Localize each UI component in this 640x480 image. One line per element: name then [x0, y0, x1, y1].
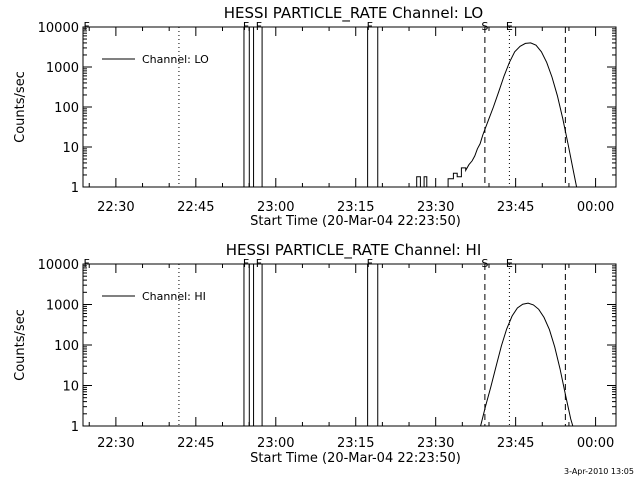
x-axis-label: Start Time (20-Mar-04 22:23:50)	[250, 451, 461, 466]
flag-marker-label: F	[367, 257, 373, 270]
flag-marker-label: F	[84, 257, 90, 270]
flag-box	[243, 26, 250, 188]
x-tick-label: 23:00	[257, 200, 294, 215]
flag-marker-label: E	[506, 20, 513, 33]
panel-hi: HESSI PARTICLE_RATE Channel: HI 1 10 100 100…	[13, 241, 617, 466]
flag-marker-label: F	[256, 20, 262, 33]
flag-marker-label: S	[481, 257, 488, 270]
y-tick-label: 10	[62, 380, 79, 395]
flag-marker-label: F	[256, 257, 262, 270]
x-tick-label: 23:15	[337, 200, 374, 215]
series-line	[416, 42, 578, 188]
x-axis-label: Start Time (20-Mar-04 22:23:50)	[250, 214, 461, 229]
y-axis-label: Counts/sec	[13, 309, 28, 381]
y-tick-label: 100	[54, 339, 79, 354]
x-tick-label: 22:45	[177, 436, 214, 451]
legend-label: Channel: LO	[142, 53, 209, 66]
chart-title: HESSI PARTICLE_RATE Channel: HI	[226, 241, 482, 260]
flag-box	[367, 263, 379, 427]
x-tick-label: 23:45	[497, 200, 534, 215]
y-tick-label: 1	[71, 181, 79, 196]
series-line	[480, 302, 574, 427]
plot-frame	[82, 26, 617, 188]
flag-box	[253, 26, 263, 188]
x-tick-label: 23:00	[257, 436, 294, 451]
flag-box	[243, 263, 250, 427]
y-tick-label: 10000	[38, 258, 79, 273]
flag-box	[253, 263, 263, 427]
legend-label: Channel: HI	[142, 290, 206, 303]
x-tick-label: 22:30	[97, 200, 134, 215]
y-tick-label: 10	[62, 141, 79, 156]
x-tick-label: 00:00	[577, 436, 614, 451]
footer-date: 3-Apr-2010 13:05	[564, 467, 634, 476]
flag-marker-label: F	[367, 20, 373, 33]
flag-box	[367, 26, 379, 188]
flag-marker-label: F	[243, 257, 249, 270]
x-tick-label: 23:30	[417, 200, 454, 215]
flag-marker-label: S	[481, 20, 488, 33]
plot-frame	[82, 263, 617, 427]
flag-marker-label: F	[243, 20, 249, 33]
y-tick-label: 1000	[46, 299, 79, 314]
x-tick-label: 22:30	[97, 436, 134, 451]
x-tick-label: 23:15	[337, 436, 374, 451]
y-tick-label: 100	[54, 101, 79, 116]
x-tick-label: 23:30	[417, 436, 454, 451]
x-tick-label: 23:45	[497, 436, 534, 451]
y-tick-label: 10000	[38, 21, 79, 36]
y-tick-label: 1000	[46, 61, 79, 76]
flag-marker-label: F	[84, 20, 90, 33]
flag-marker-label: E	[506, 257, 513, 270]
x-tick-label: 22:45	[177, 200, 214, 215]
chart-title: HESSI PARTICLE_RATE Channel: LO	[224, 4, 483, 23]
panel-lo: HESSI PARTICLE_RATE Channel: LO 1 10 100 100…	[13, 4, 617, 229]
y-axis-label: Counts/sec	[13, 71, 28, 143]
y-tick-label: 1	[71, 420, 79, 435]
x-tick-label: 00:00	[577, 200, 614, 215]
